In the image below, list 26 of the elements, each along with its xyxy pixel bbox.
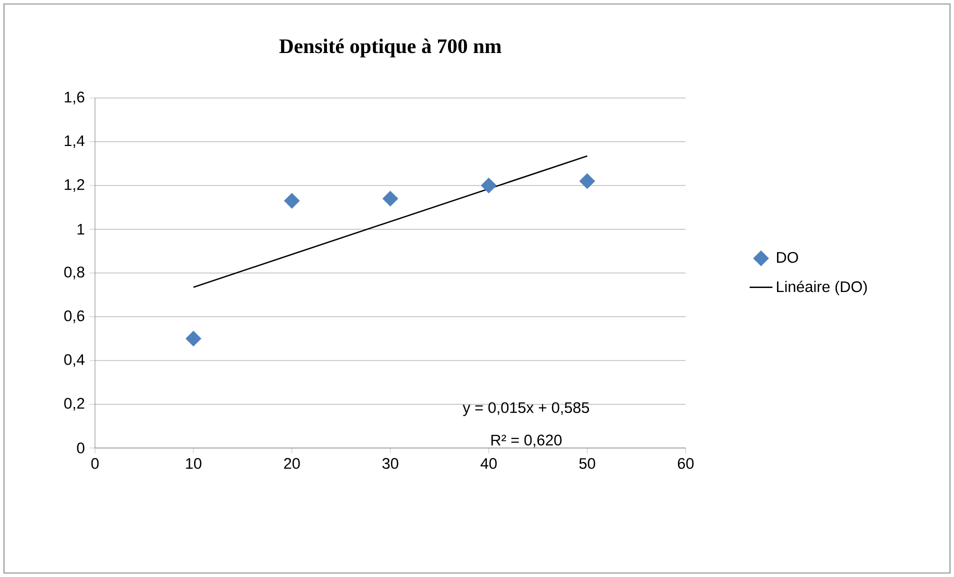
y-tick-label: 1,6 [64,92,84,104]
x-tick-label: 50 [579,458,596,469]
x-tick-label: 60 [678,458,694,469]
legend-label: DO [777,252,798,263]
x-tick-label: 10 [186,458,202,469]
point [284,192,300,209]
annotation: y = 0,015x + 0,585 [462,402,590,416]
y-tick-label: 0,2 [64,398,84,411]
point [186,330,202,346]
y-tick-label: 0,8 [64,266,84,280]
point [579,173,596,189]
point [382,190,398,206]
x-tick-label: 0 [91,458,99,469]
y-tick-label: 0 [77,442,84,454]
point [480,178,497,194]
annotation: R² = 0,620 [491,434,562,448]
y-tick-label: 1,4 [64,135,85,148]
x-tick-label: 30 [382,458,398,469]
y-tick-label: 1,2 [64,179,84,192]
chart-title: Densité optique à 700 nm [279,38,502,58]
legend-label: Linéaire (DO) [777,280,867,296]
x-tick-label: 20 [284,458,300,469]
y-tick-label: 0,4 [64,354,85,367]
y-tick-label: 0,6 [64,310,84,324]
x-tick-label: 40 [480,458,497,469]
y-tick-label: 1 [78,224,84,235]
